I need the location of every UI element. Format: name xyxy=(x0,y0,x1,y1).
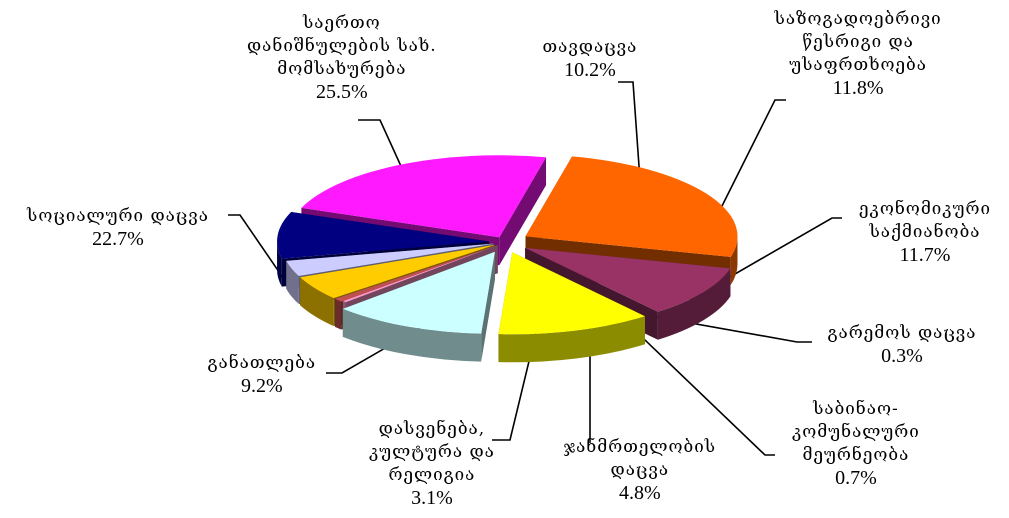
slice-label-5: ეკონომიკური საქმიანობა 11.7% xyxy=(859,198,991,267)
slice-label-9: დასვენება, კულტურა და რელიგია 3.1% xyxy=(369,418,495,510)
slice-label-1: სოციალური დაცვა 22.7% xyxy=(27,205,209,251)
slice-label-percent: 22.7% xyxy=(27,228,209,251)
slice-label-percent: 4.8% xyxy=(564,482,717,505)
slice-label-name: ეკონომიკური საქმიანობა xyxy=(859,198,991,244)
slice-label-name: საბინაო- კომუნალური მეურნეობა xyxy=(792,398,920,467)
slice-label-name: თავდაცვა xyxy=(543,36,638,59)
slice-label-8: ჯანმრთელობის დაცვა 4.8% xyxy=(564,436,717,505)
slice-label-name: საერთო დანიშნულების სახ. მომსახურება xyxy=(247,12,437,81)
slice-label-7: საბინაო- კომუნალური მეურნეობა 0.7% xyxy=(792,398,920,490)
leader-line-7 xyxy=(622,318,775,455)
slice-label-2: საერთო დანიშნულების სახ. მომსახურება 25.5… xyxy=(247,12,437,104)
slice-label-6: გარემოს დაცვა 0.3% xyxy=(828,322,977,368)
slice-label-percent: 0.7% xyxy=(792,467,920,490)
slice-label-4: საზოგადოებრივი წესრიგი და უსაფრთხოება 11.… xyxy=(775,8,942,100)
slice-label-percent: 0.3% xyxy=(828,345,977,368)
slice-label-percent: 11.8% xyxy=(775,77,942,100)
slice-label-percent: 11.7% xyxy=(859,244,991,267)
slice-label-name: განათლება xyxy=(208,352,317,375)
slice-label-name: სოციალური დაცვა xyxy=(27,205,209,228)
slice-label-name: დასვენება, კულტურა და რელიგია xyxy=(369,418,495,487)
pie-slice-side xyxy=(335,299,341,330)
slice-label-percent: 9.2% xyxy=(208,375,317,398)
slice-label-percent: 3.1% xyxy=(369,487,495,510)
slice-label-percent: 10.2% xyxy=(543,59,638,82)
slice-label-name: გარემოს დაცვა xyxy=(828,322,977,345)
leader-line-4 xyxy=(716,100,786,218)
slice-label-name: ჯანმრთელობის დაცვა xyxy=(564,436,717,482)
slice-label-10: განათლება 9.2% xyxy=(208,352,317,398)
slice-label-name: საზოგადოებრივი წესრიგი და უსაფრთხოება xyxy=(775,8,942,77)
pie-slices xyxy=(277,155,737,362)
slice-label-3: თავდაცვა 10.2% xyxy=(543,36,638,82)
slice-label-percent: 25.5% xyxy=(247,81,437,104)
